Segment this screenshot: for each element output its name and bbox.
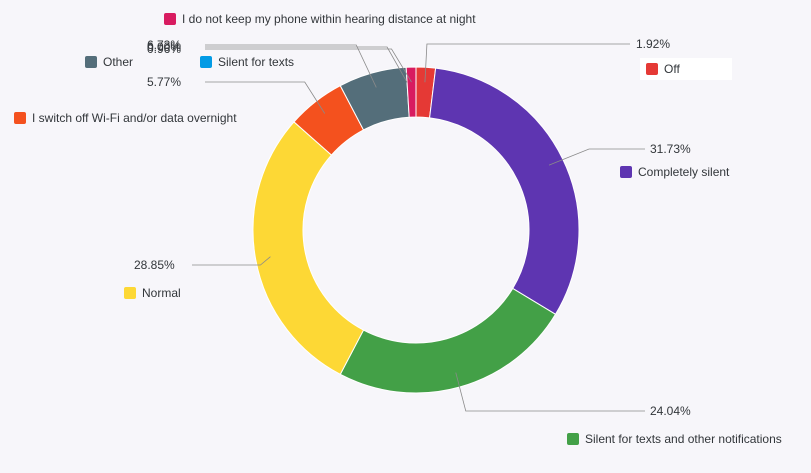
legend-label-other: Other [103,55,134,69]
slice-silent-texts-notifications[interactable] [339,287,557,394]
legend-swatch-silent-texts [200,56,212,68]
leader-line-normal [192,256,271,266]
legend-label-off: Off [664,62,680,76]
pct-label-off: 1.92% [636,37,671,51]
legend-label-silent-texts-notifications: Silent for texts and other notifications [585,432,782,446]
legend-label-silent-texts: Silent for texts [218,55,295,69]
slice-normal[interactable] [252,121,365,376]
legend-swatch-silent-texts-notifications [567,433,579,445]
legend-swatch-wifi-off [14,112,26,124]
slices-group [252,66,580,394]
legend-item-off[interactable]: Off [640,58,732,80]
pct-label-silent-texts-notifications: 24.04% [650,404,691,418]
legend-item-wifi-off[interactable]: I switch off Wi-Fi and/or data overnight [14,111,237,125]
legend-swatch-off [646,63,658,75]
slice-no-hearing-distance[interactable] [405,66,417,118]
leader-line-silent-texts-notifications [455,372,645,412]
slice-completely-silent[interactable] [429,67,580,315]
legend-label-wifi-off: I switch off Wi-Fi and/or data overnight [32,111,237,125]
leader-line-no-hearing-distance [205,48,412,83]
legend-item-normal[interactable]: Normal [124,286,181,300]
leader-line-wifi-off [205,81,326,114]
legend-item-silent-texts-notifications[interactable]: Silent for texts and other notifications [567,432,782,446]
leader-line-other [205,44,377,88]
legend-label-no-hearing-distance: I do not keep my phone within hearing di… [182,12,476,26]
leader-lines-group [192,43,645,412]
legend-swatch-other [85,56,97,68]
leader-line-silent-texts [205,46,408,83]
legend-swatch-normal [124,287,136,299]
leader-line-completely-silent [548,148,645,166]
legend-label-completely-silent: Completely silent [638,165,730,179]
legend-swatch-no-hearing-distance [164,13,176,25]
legend-item-silent-texts[interactable]: Silent for texts [200,55,294,69]
pct-label-other: 6.73% [147,38,182,52]
legend-swatch-completely-silent [620,166,632,178]
leader-line-off [424,43,630,83]
pct-label-completely-silent: 31.73% [650,142,691,156]
pct-label-normal: 28.85% [134,258,175,272]
pct-label-no-hearing-distance: 0.96% [147,42,182,56]
legend-item-completely-silent[interactable]: Completely silent [620,165,729,179]
legend-item-no-hearing-distance[interactable]: I do not keep my phone within hearing di… [164,12,476,26]
pct-label-silent-texts: 0.00% [147,40,182,54]
legend-item-other[interactable]: Other [85,55,133,69]
pct-label-wifi-off: 5.77% [147,75,182,89]
legend-label-normal: Normal [142,286,181,300]
